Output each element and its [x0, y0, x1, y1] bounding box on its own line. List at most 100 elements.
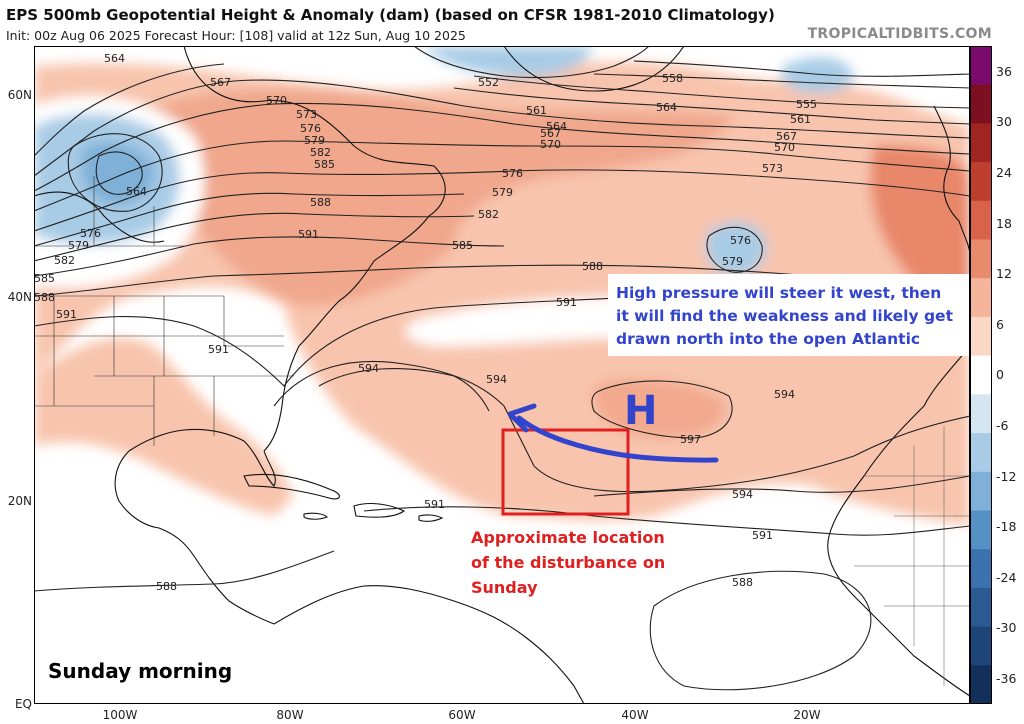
- africa-coast: [827, 345, 970, 697]
- colorbar-swatch: [970, 626, 992, 666]
- label-579-c: 579: [492, 186, 513, 199]
- lon-label-100w: 100W: [102, 708, 138, 722]
- label-591-west: 591: [208, 343, 229, 356]
- label-582-b: 582: [54, 254, 75, 267]
- contour-573: [34, 140, 970, 212]
- label-567-a: 567: [210, 76, 231, 89]
- colorbar-label-neg24: -24: [996, 570, 1017, 585]
- lon-label-20w: 20W: [793, 708, 821, 722]
- time-label-box: [40, 652, 240, 686]
- contour-594-south: [593, 475, 970, 497]
- anomaly-under-high: [593, 378, 726, 439]
- colorbar-label-24: 24: [996, 165, 1012, 180]
- lat-label-eq: EQ: [14, 697, 32, 711]
- africa-borders: [854, 426, 970, 686]
- label-588-g: 588: [732, 576, 753, 589]
- label-594-c: 594: [774, 388, 795, 401]
- label-573-r: 573: [762, 162, 783, 175]
- contour-561: [473, 75, 970, 109]
- map-frame: [34, 46, 970, 704]
- label-585-a: 585: [314, 158, 335, 171]
- label-591-central: 591: [556, 296, 577, 309]
- label-591-f: 591: [752, 529, 773, 542]
- contour-588-loop: [649, 570, 872, 691]
- colorbar-label-neg36: -36: [996, 671, 1017, 686]
- contour-labels: 564 567 570 573 576 579 582 585 588 591 …: [34, 52, 817, 593]
- chart-title: EPS 500mb Geopotential Height & Anomaly …: [6, 6, 775, 24]
- colorbar-swatch: [970, 200, 992, 241]
- disturbance-text-line-1: Approximate location: [471, 528, 665, 547]
- lat-label-20n: 20N: [7, 494, 32, 508]
- low-contour-west: [67, 133, 163, 212]
- label-588-b: 588: [34, 291, 55, 304]
- label-594-d: 594: [732, 488, 753, 501]
- colorbar-swatch: [970, 665, 992, 704]
- colorbar-label-12: 12: [996, 266, 1012, 281]
- label-576-a: 576: [300, 122, 321, 135]
- lat-label-40n: 40N: [7, 290, 32, 304]
- lon-label-40w: 40W: [621, 708, 649, 722]
- contour-552: [413, 46, 650, 79]
- contour-594: [273, 360, 970, 493]
- label-591-b: 591: [56, 308, 77, 321]
- disturbance-box: [501, 428, 630, 516]
- colorbar-frame: [970, 46, 992, 704]
- label-564-c: 564: [546, 120, 567, 133]
- label-570-r: 570: [774, 141, 795, 154]
- colorbar-label-neg6: -6: [996, 418, 1009, 433]
- mid-anomaly-north: [150, 88, 734, 306]
- steer-text-line-3: drawn north into the open Atlantic: [616, 330, 920, 348]
- disturbance-text-line-3: Sunday: [471, 578, 538, 597]
- contour-588: [34, 264, 970, 297]
- cuba: [243, 473, 340, 500]
- label-594-a: 594: [358, 362, 379, 375]
- south-america-coast: [273, 585, 585, 704]
- florida-gulf-coast: [114, 428, 276, 625]
- contour-588-south: [34, 550, 335, 592]
- colorbar-label-neg18: -18: [996, 519, 1017, 534]
- greenland-coast: [503, 46, 685, 92]
- colorbar-label-6: 6: [996, 317, 1004, 332]
- track-arrow-head: [507, 403, 537, 433]
- weather-map: 564 567 570 573 576 579 582 585 588 591 …: [34, 46, 970, 704]
- label-low-576: 576: [730, 234, 751, 247]
- lat-label-60n: 60N: [7, 88, 32, 102]
- colorbar-label-18: 18: [996, 216, 1012, 231]
- steer-text-line-1: High pressure will steer it west, then: [616, 284, 941, 302]
- colorbar-swatch: [970, 46, 992, 86]
- label-585-b: 585: [34, 272, 55, 285]
- low-contour-west-inner: [95, 151, 143, 195]
- disturbance-text-line-2: of the disturbance on: [471, 553, 665, 572]
- contour-597: [591, 380, 733, 439]
- label-594-b: 594: [486, 373, 507, 386]
- contour-567: [34, 79, 970, 177]
- contour-591-south: [363, 506, 970, 536]
- colorbar-swatch: [970, 84, 992, 124]
- contour-594-high: [318, 368, 490, 412]
- label-570-a: 570: [266, 94, 287, 107]
- colorbar-swatch: [970, 433, 992, 473]
- negative-anomaly-top: [424, 46, 594, 78]
- contour-570: [34, 102, 970, 192]
- hispaniola: [353, 502, 406, 518]
- label-591-a: 591: [298, 228, 319, 241]
- negative-anomaly-far-north: [781, 57, 854, 93]
- height-contours: [34, 46, 970, 691]
- label-588-a: 588: [310, 196, 331, 209]
- label-588-c: 588: [582, 260, 603, 273]
- colorbar-label-neg12: -12: [996, 469, 1017, 484]
- label-582-a: 582: [310, 146, 331, 159]
- label-585-c: 585: [452, 239, 473, 252]
- negative-anomaly-mid-atlantic: [705, 222, 767, 276]
- chart-subtitle: Init: 00z Aug 06 2025 Forecast Hour: [10…: [6, 28, 466, 43]
- colorbar-label-36: 36: [996, 64, 1012, 79]
- colorbar-swatch: [970, 355, 992, 395]
- label-558: 558: [662, 72, 683, 85]
- negative-anomaly-low-west-core: [80, 142, 155, 206]
- jamaica: [303, 512, 328, 520]
- label-591-e: 591: [424, 498, 445, 511]
- puerto-rico: [418, 514, 444, 522]
- steer-text-box: [608, 274, 970, 356]
- label-561-c: 561: [526, 104, 547, 117]
- label-low-579: 579: [722, 255, 743, 268]
